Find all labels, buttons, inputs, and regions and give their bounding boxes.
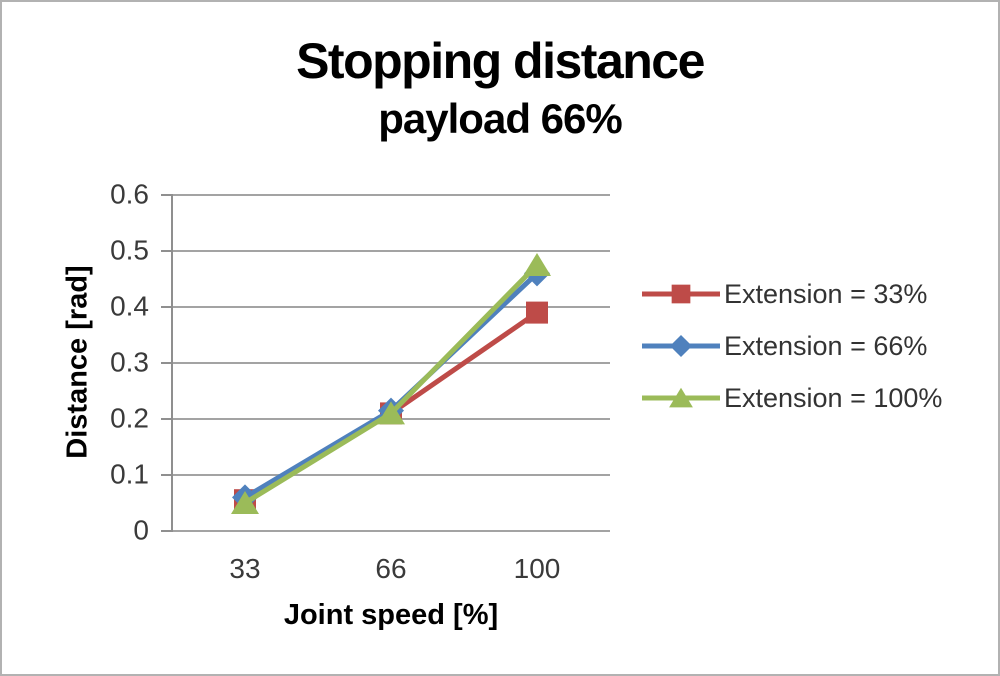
series-line xyxy=(243,263,539,506)
marker-triangle-icon xyxy=(669,387,693,408)
legend-entry: Extension = 100% xyxy=(642,382,943,413)
y-tick-label: 0.6 xyxy=(110,178,149,210)
legend-marker-diamond-icon xyxy=(642,334,720,358)
marker-triangle-icon xyxy=(377,401,405,425)
legend-marker-triangle-icon xyxy=(642,387,720,408)
chart-title: Stopping distance xyxy=(296,33,705,89)
y-axis-title: Distance [rad] xyxy=(61,265,94,459)
marker-triangle-icon xyxy=(523,253,551,276)
legend-entry: Extension = 33% xyxy=(642,278,942,309)
x-axis-title: Joint speed [%] xyxy=(283,599,499,631)
legend-label: Extension = 100% xyxy=(724,382,943,413)
legend: Extension = 33% Extension = 66% Extensio… xyxy=(642,278,943,437)
y-tick-label: 0.1 xyxy=(110,458,149,490)
marker-diamond-icon xyxy=(669,334,693,358)
legend-label: Extension = 33% xyxy=(724,278,928,309)
y-tick-label: 0.2 xyxy=(110,402,149,434)
y-tick-label: 0.5 xyxy=(110,234,149,266)
y-tick-label: 0.3 xyxy=(110,346,149,378)
x-tick-label: 66 xyxy=(375,553,407,584)
marker-triangle-icon xyxy=(231,491,259,514)
x-tick-label: 100 xyxy=(513,553,561,584)
y-tick-label: 0.4 xyxy=(110,290,149,322)
y-tick-label: 0 xyxy=(133,514,149,546)
chart-subtitle: payload 66% xyxy=(378,95,622,142)
marker-square-icon xyxy=(671,284,691,304)
x-tick-label: 33 xyxy=(229,553,261,584)
legend-label: Extension = 66% xyxy=(724,330,928,361)
legend-marker-square-icon xyxy=(642,284,720,304)
marker-square-icon xyxy=(526,301,548,324)
legend-entry: Extension = 66% xyxy=(642,330,942,361)
